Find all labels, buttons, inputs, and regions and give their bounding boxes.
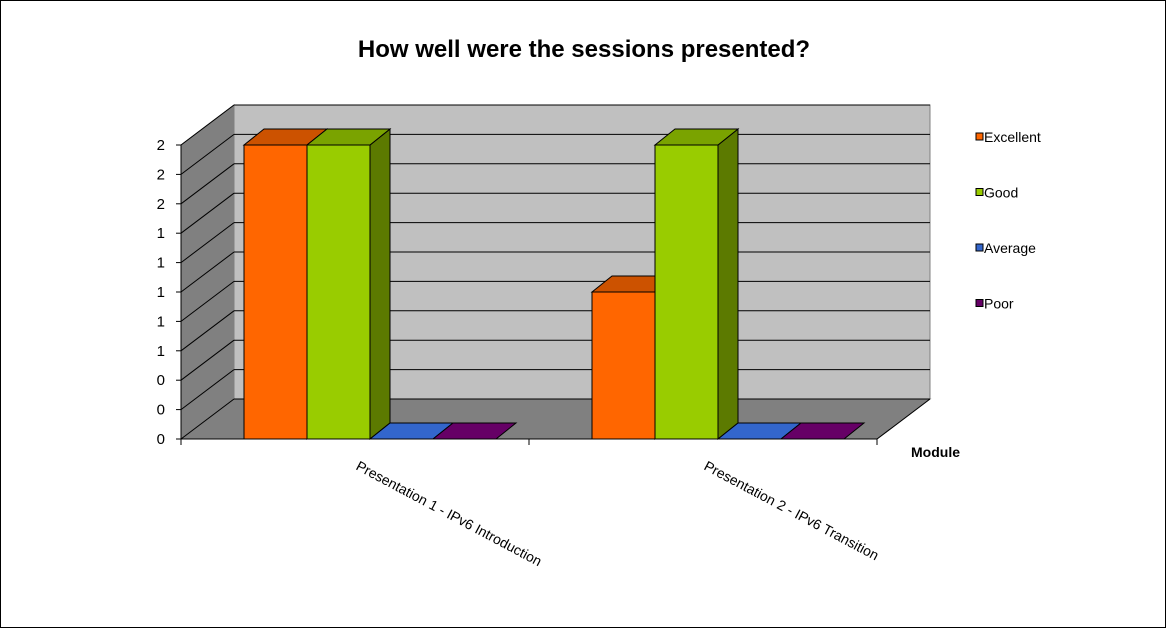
legend-label: Good: [984, 185, 1018, 201]
legend: Excellent Good Average Poor: [975, 129, 1041, 312]
bar-side: [369, 127, 391, 441]
y-tick-label: 1: [157, 225, 165, 242]
bar: [653, 127, 740, 441]
legend-swatch: [975, 299, 984, 307]
bar: [431, 422, 518, 440]
gridline-side: [180, 281, 235, 322]
gridline-side: [180, 222, 235, 263]
y-tick-label: 0: [157, 431, 165, 448]
chart-title: How well were the sessions presented?: [358, 36, 810, 63]
gridline-side: [180, 369, 235, 410]
y-tick-label: 1: [157, 284, 165, 301]
gridline-side: [180, 398, 235, 440]
legend-swatch: [975, 243, 984, 252]
gridline-side: [180, 163, 235, 205]
category-labels: Presentation 1 - IPv6 Introduction Presen…: [354, 458, 882, 570]
y-tick-label: 1: [157, 313, 165, 330]
legend-label: Average: [984, 240, 1036, 256]
x-axis-title: Module: [911, 444, 960, 460]
gridline-side: [180, 134, 235, 175]
x-ticks: [180, 439, 878, 445]
gridline-side: [180, 104, 235, 146]
y-tick-label: 2: [157, 166, 165, 183]
gridline-side: [180, 339, 235, 381]
category-label: Presentation 2 - IPv6 Transition: [702, 458, 882, 564]
bar: [305, 127, 392, 441]
y-tick-label: 1: [157, 255, 165, 272]
y-axis: 0 0 0 1 1 1 1 1 2 2 2: [157, 137, 182, 448]
gridline-side: [180, 192, 235, 234]
legend-label: Poor: [984, 296, 1014, 312]
bar-front: [306, 144, 371, 440]
y-tick-label: 0: [157, 402, 165, 419]
bar-top: [431, 422, 518, 440]
y-tick-label: 1: [157, 343, 165, 360]
legend-label: Excellent: [984, 129, 1041, 145]
bar: [779, 422, 866, 440]
bar-front: [654, 144, 719, 440]
y-tick-label: 2: [157, 137, 165, 154]
legend-swatch: [975, 188, 984, 196]
bars: [242, 127, 866, 441]
y-tick-label: 0: [157, 372, 165, 389]
bar-top: [779, 422, 866, 440]
gridline-side: [180, 310, 235, 352]
legend-swatch: [975, 132, 984, 141]
bar-side: [717, 127, 739, 441]
y-tick-label: 2: [157, 196, 165, 213]
y-ticks: 0 0 0 1 1 1 1 1 2 2 2: [157, 137, 181, 448]
gridline-side: [180, 251, 235, 293]
category-label: Presentation 1 - IPv6 Introduction: [354, 458, 545, 570]
bar-front: [591, 291, 656, 440]
floor-edge-line: [876, 398, 931, 440]
bar-front: [243, 144, 308, 440]
